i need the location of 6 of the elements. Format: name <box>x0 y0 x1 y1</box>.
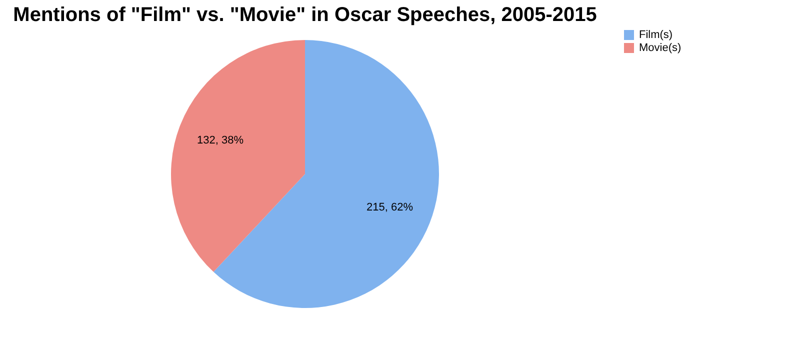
data-label: 215, 62% <box>366 201 414 214</box>
legend-label: Movie(s) <box>639 42 682 54</box>
data-label: 132, 38% <box>196 134 244 147</box>
legend-label: Film(s) <box>639 29 673 41</box>
chart-title: Mentions of "Film" vs. "Movie" in Oscar Speeches, 2005-2015 <box>13 4 597 26</box>
pie-slice <box>171 40 305 272</box>
